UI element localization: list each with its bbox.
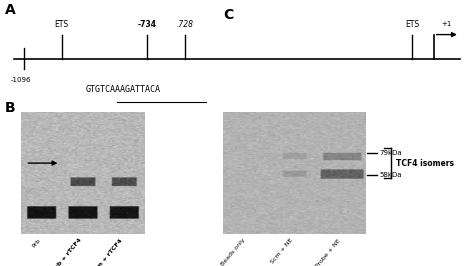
Text: ETS: ETS [405,20,419,29]
Text: .728: .728 [176,20,193,29]
Text: Probe + NE: Probe + NE [315,238,341,266]
Text: -734: -734 [137,20,156,29]
Text: GTGTCAAAGATTACA: GTGTCAAAGATTACA [85,85,160,94]
Text: Scm + rTCF4: Scm + rTCF4 [91,238,124,266]
Text: +1: +1 [441,20,451,27]
Text: C: C [223,8,233,22]
Text: Prb: Prb [32,238,42,249]
Text: Prb + rTCF4: Prb + rTCF4 [52,238,83,266]
Text: Scm + NE: Scm + NE [270,238,294,265]
Text: ETS: ETS [55,20,69,29]
Text: TCF4 isomers: TCF4 isomers [396,159,454,168]
Text: A: A [5,3,16,17]
Text: B: B [5,101,15,115]
Text: -1096: -1096 [11,77,32,83]
Text: 79kDa: 79kDa [379,150,402,156]
Text: 58kDa: 58kDa [379,172,401,178]
Text: Beads only: Beads only [220,238,246,266]
